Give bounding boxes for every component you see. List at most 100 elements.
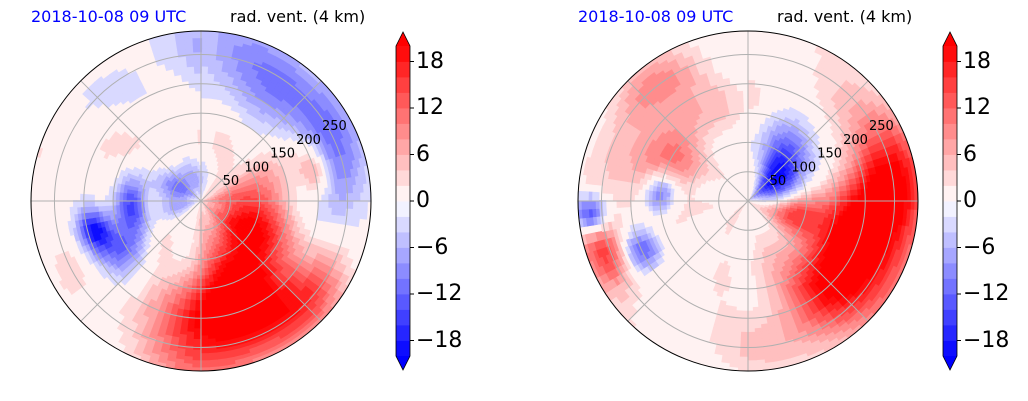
velocity-cell [205, 192, 208, 196]
velocity-cell [265, 71, 275, 79]
velocity-cell [237, 60, 247, 67]
velocity-cell [342, 117, 351, 129]
velocity-cell [225, 198, 230, 200]
velocity-cell [314, 96, 324, 106]
velocity-cell [238, 82, 247, 89]
velocity-cell [296, 79, 307, 89]
velocity-cell [255, 55, 266, 63]
velocity-cell [324, 98, 334, 109]
velocity-cell [330, 150, 337, 160]
velocity-cell [236, 104, 244, 111]
velocity-cell [345, 115, 354, 127]
velocity-cell [239, 194, 244, 198]
velocity-cell [211, 197, 216, 199]
velocity-cell [229, 214, 234, 218]
colorbar-level [396, 340, 410, 357]
velocity-cell [282, 205, 287, 211]
velocity-cell [338, 208, 343, 217]
velocity-cell [294, 180, 300, 187]
velocity-cell [275, 94, 285, 103]
velocity-cell [212, 190, 217, 194]
velocity-cell [314, 252, 322, 262]
velocity-cell [306, 158, 313, 167]
velocity-cell [317, 246, 324, 256]
velocity-cell [247, 201, 252, 204]
velocity-cell [321, 201, 326, 209]
velocity-cell [223, 211, 228, 215]
velocity-cell [210, 204, 215, 207]
velocity-cell [242, 43, 253, 50]
velocity-cell [336, 254, 344, 265]
velocity-cell [234, 74, 243, 80]
velocity-cell [362, 209, 368, 220]
velocity-cell [271, 58, 282, 67]
velocity-cell [250, 195, 255, 199]
velocity-cell [223, 189, 228, 193]
velocity-cell [330, 251, 337, 262]
velocity-cell [216, 178, 221, 183]
velocity-cell [240, 214, 246, 218]
velocity-cell [336, 121, 344, 132]
velocity-cell [204, 197, 208, 200]
velocity-cell [211, 188, 216, 193]
velocity-cell [363, 183, 368, 194]
velocity-cell [276, 49, 288, 58]
velocity-cell [263, 90, 272, 98]
velocity-cell [203, 179, 206, 184]
velocity-cell [301, 74, 312, 84]
velocity-cell [304, 241, 311, 250]
velocity-cell [217, 154, 222, 160]
velocity-cell [311, 88, 321, 98]
velocity-cell [232, 197, 237, 200]
velocity-cell [240, 50, 251, 57]
velocity-cell [235, 67, 245, 74]
velocity-cell [326, 258, 335, 268]
velocity-cell [336, 262, 344, 273]
velocity-cell [307, 121, 315, 131]
colorbar-tick-label: 6 [416, 141, 430, 167]
velocity-cell [246, 205, 251, 210]
velocity-cell [219, 181, 224, 186]
velocity-cell [299, 76, 309, 86]
velocity-cell [206, 83, 215, 89]
velocity-cell [271, 204, 276, 210]
velocity-cell [201, 186, 203, 191]
velocity-cell [204, 202, 209, 204]
velocity-cell [250, 45, 261, 53]
velocity-cell [311, 109, 320, 119]
velocity-cell [201, 55, 210, 60]
velocity-cell [339, 247, 347, 257]
velocity-cell [331, 186, 336, 196]
velocity-cell [237, 101, 246, 108]
velocity-cell [217, 179, 222, 184]
velocity-cell [326, 242, 333, 252]
colorbar-extend-max [396, 32, 410, 46]
velocity-cell [343, 136, 351, 147]
velocity-cell [285, 93, 295, 102]
velocity-cell [268, 45, 280, 54]
velocity-cell [361, 156, 368, 168]
velocity-cell [209, 193, 214, 196]
velocity-cell [232, 80, 241, 87]
velocity-cell [329, 105, 339, 116]
velocity-cell [327, 187, 333, 196]
velocity-cell [217, 194, 222, 197]
velocity-cell [209, 34, 220, 40]
velocity-cell [284, 53, 295, 62]
velocity-cell [334, 208, 340, 217]
velocity-cell [206, 188, 210, 193]
velocity-cell [304, 248, 312, 257]
velocity-cell [301, 154, 308, 163]
velocity-cell [214, 205, 219, 208]
velocity-cell [214, 197, 219, 199]
velocity-cell [292, 132, 300, 140]
velocity-cell [353, 141, 361, 152]
velocity-cell [332, 102, 342, 114]
velocity-cell [224, 207, 229, 211]
velocity-cell [348, 185, 354, 195]
velocity-cell [327, 143, 334, 153]
velocity-cell [225, 204, 230, 208]
velocity-cell [291, 108, 300, 117]
velocity-cell [351, 159, 358, 170]
velocity-cell [323, 257, 331, 267]
